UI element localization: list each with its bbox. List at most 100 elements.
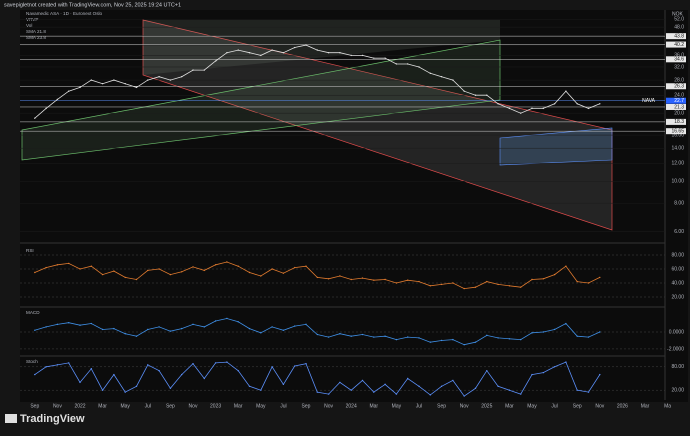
panel-line-point: [192, 323, 194, 326]
panel-line-point: [587, 282, 590, 284]
panel-line-point: [305, 323, 307, 326]
panel-line-point: [463, 287, 465, 290]
panel-tick-label: 20.00: [671, 388, 684, 394]
price-line-point: [90, 79, 93, 81]
price-line-point: [463, 90, 465, 92]
panel-line-point: [531, 332, 533, 334]
panel-line-point: [158, 370, 160, 372]
price-line-point: [339, 52, 341, 54]
panel-line-point: [45, 366, 47, 368]
panel-line-point: [553, 273, 556, 276]
price-line-point: [79, 86, 81, 89]
x-tick-label: 2024: [346, 403, 357, 409]
price-line-point: [508, 107, 511, 110]
panel-line-point: [169, 330, 172, 332]
y-tick-label: 20.0: [674, 110, 684, 116]
panel-line-point: [147, 364, 149, 366]
panel-line-point: [294, 266, 296, 269]
panel-line-point: [181, 271, 183, 273]
panel-line-point: [169, 273, 172, 276]
price-line-point: [147, 79, 149, 81]
x-tick-label: Jul: [551, 403, 557, 409]
y-tick-label: 32.0: [674, 64, 684, 70]
x-tick-label: 2025: [481, 403, 492, 409]
price-line-point: [226, 52, 228, 54]
panel-line-point: [260, 275, 262, 277]
panel-line-point: [158, 268, 160, 270]
brand-logo: [5, 414, 17, 423]
panel-tick-label: 0.0000: [669, 329, 685, 335]
panel-name: Stoch: [26, 359, 38, 364]
panel-line-point: [147, 328, 149, 331]
panel-line-point: [407, 377, 409, 380]
level-tag: [666, 41, 686, 48]
price-line-point: [271, 49, 273, 51]
y-tick-label: 48.0: [674, 24, 684, 30]
x-tick-label: Sep: [302, 403, 311, 409]
price-line-point: [181, 75, 183, 78]
panel-line-point: [565, 322, 567, 325]
panel-line-point: [565, 361, 567, 363]
panel-line-point: [45, 326, 47, 328]
panel-line-point: [79, 268, 81, 270]
panel-line-point: [79, 324, 81, 326]
panel-line-point: [474, 341, 477, 343]
panel-line-point: [124, 332, 126, 335]
price-line-point: [327, 52, 330, 54]
panel-line-point: [350, 335, 352, 337]
panel-line-point: [508, 338, 511, 340]
ticker-tag: NAVA: [642, 98, 656, 104]
panel-line-point: [361, 333, 364, 336]
y-tick-label: 10.00: [671, 179, 684, 185]
price-line-point: [565, 90, 567, 92]
level-label: 26.3: [674, 84, 684, 90]
panel-line-point: [68, 262, 70, 265]
panel-line-point: [203, 377, 205, 380]
panel-line-point: [542, 278, 544, 280]
panel-line-point: [395, 338, 398, 341]
price-line-point: [248, 52, 251, 54]
panel-line-point: [599, 331, 601, 333]
panel-line-point: [565, 265, 567, 267]
x-tick-label: Nov: [460, 403, 469, 409]
panel-line-point: [56, 323, 59, 326]
panel-line-point: [384, 335, 386, 337]
legend-item: Navamedic ASA · 1D · Euronext Oslo: [26, 11, 103, 16]
panel-line-point: [90, 322, 93, 325]
panel-tick-label: 80.00: [671, 252, 684, 258]
panel-line-point: [587, 391, 590, 393]
level-label: 21.3: [674, 104, 684, 110]
price-line-point: [520, 112, 522, 114]
panel-line-point: [203, 269, 205, 272]
panel-line-point: [214, 264, 217, 266]
y-tick-label: 52.0: [674, 17, 684, 23]
y-tick-label: 24.0: [674, 93, 684, 99]
price-line-point: [440, 75, 443, 78]
panel-line-point: [395, 282, 398, 284]
panel-line-point: [429, 394, 431, 396]
panel-line-point: [587, 336, 590, 338]
panel-line-point: [486, 334, 488, 337]
y-tick-label: 6.00: [674, 229, 684, 235]
x-tick-label: Jul: [416, 403, 422, 409]
y-tick-label: 16.00: [671, 132, 684, 138]
price-line-point: [113, 79, 115, 81]
panel-line-point: [34, 373, 36, 376]
panel-line-point: [282, 272, 285, 274]
panel-line-point: [576, 389, 578, 391]
panel-line-point: [440, 385, 443, 387]
price-line-point: [192, 69, 194, 71]
panel-line-point: [407, 336, 409, 338]
x-tick-label: Sep: [437, 403, 446, 409]
panel-line-point: [361, 379, 364, 382]
panel-line-point: [508, 389, 511, 391]
price-line-point: [531, 107, 533, 110]
panel-line-point: [463, 343, 465, 346]
panel-line-point: [395, 393, 398, 395]
ascending-channel: [21, 39, 501, 161]
legend-item: SMA 23.8: [26, 35, 46, 40]
price-line-point: [497, 103, 499, 105]
panel-line-point: [101, 389, 104, 391]
panel-line-point: [214, 320, 217, 322]
panel-line-point: [248, 271, 251, 274]
